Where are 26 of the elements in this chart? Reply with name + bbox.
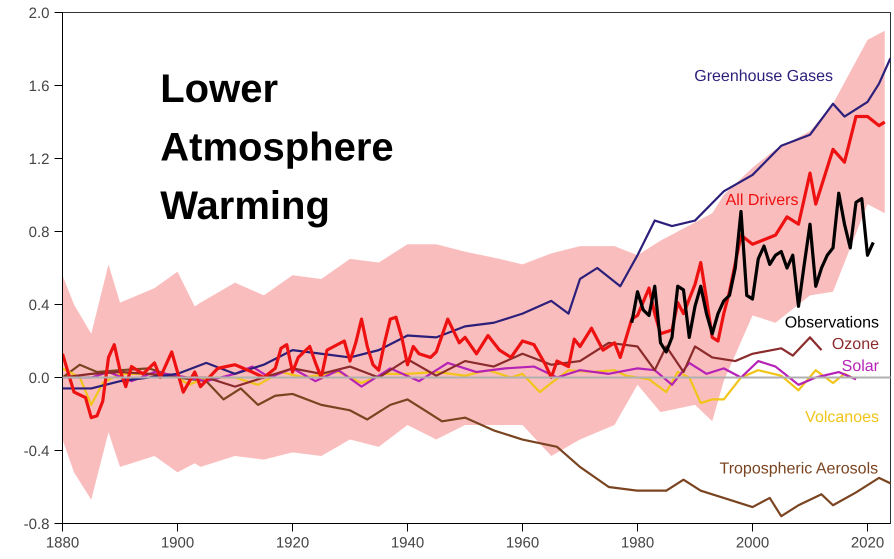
series-label: Volcanoes: [805, 409, 880, 426]
y-tick-label: 1.6: [28, 78, 50, 95]
y-tick-label: 0.0: [28, 370, 50, 387]
y-tick-label: 0.8: [28, 224, 50, 241]
x-tick-label: 2000: [736, 534, 770, 552]
x-tick-label: 1920: [276, 534, 310, 552]
series-label: Solar: [842, 358, 880, 376]
line-series: [62, 336, 823, 388]
series-label: Ozone: [832, 336, 880, 354]
y-tick-label: 2.0: [28, 5, 50, 22]
y-tick-label: -0.8: [24, 516, 50, 533]
series-label: Observations: [784, 314, 879, 332]
x-tick-label: 1880: [46, 534, 80, 552]
series-label: Tropospheric Aerosols: [720, 460, 878, 478]
x-tick-label: 2020: [850, 534, 884, 552]
line-series: [62, 57, 890, 390]
y-tick-label: 1.2: [28, 151, 50, 168]
x-tick-label: 1980: [620, 534, 654, 552]
x-tick-label: 1940: [390, 534, 424, 552]
series-label: Greenhouse Gases: [694, 68, 833, 85]
y-tick-label: -0.4: [24, 443, 50, 460]
y-tick-label: 0.4: [28, 297, 50, 314]
x-tick-label: 1960: [506, 534, 540, 552]
text: Lower Atmosphere Warming: [160, 67, 394, 228]
x-tick-label: 1900: [160, 534, 194, 552]
series-label: All Drivers: [726, 192, 798, 209]
